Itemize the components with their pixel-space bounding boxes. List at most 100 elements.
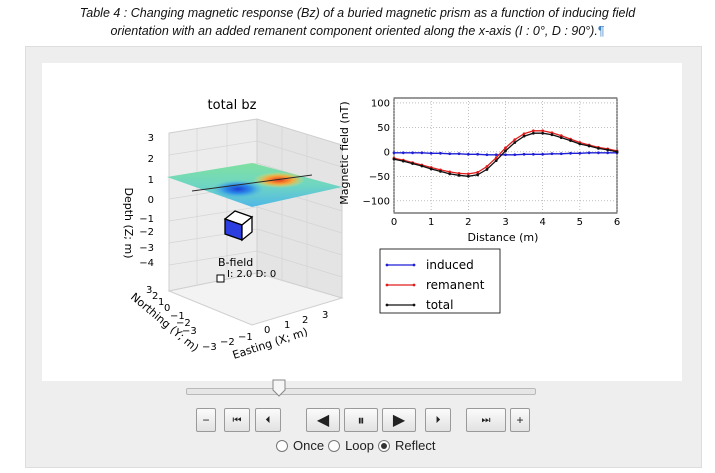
series-point-remanent	[448, 170, 452, 174]
series-point-induced	[578, 151, 582, 155]
reverse-play-button[interactable]: ◀	[306, 408, 340, 432]
radio-once[interactable]	[276, 439, 288, 452]
play-icon: ▶	[392, 412, 406, 429]
radio-loop[interactable]	[328, 439, 341, 452]
series-point-induced	[466, 152, 470, 156]
series-point-total	[494, 159, 498, 163]
bfield-label: B-field	[218, 256, 253, 269]
series-point-induced	[494, 153, 498, 157]
figure-svg: total bz	[122, 97, 620, 362]
play-button[interactable]: ▶	[382, 408, 416, 432]
svg-text:−2: −2	[176, 318, 191, 329]
series-point-total	[606, 148, 610, 152]
pause-button[interactable]: ⏸	[344, 408, 378, 432]
previous-frame-button[interactable]: ⏴	[255, 408, 281, 432]
chart-y-tick-label: 50	[377, 123, 390, 134]
series-point-total	[615, 150, 619, 154]
svg-text:3: 3	[322, 310, 328, 321]
series-point-induced	[448, 152, 452, 156]
first-frame-button[interactable]: ⏮	[224, 408, 250, 432]
legend-marker-remanent	[412, 283, 416, 287]
reverse-icon: ◀	[316, 412, 330, 429]
chart-y-label: Magnetic field (nT)	[338, 101, 351, 204]
skip-last-icon: ⏭	[481, 414, 491, 426]
series-point-induced	[569, 151, 572, 155]
increase-speed-button[interactable]: +	[510, 408, 530, 432]
series-point-remanent	[550, 131, 554, 135]
legend-marker-remanent	[385, 283, 389, 287]
legend-marker-induced	[385, 263, 389, 267]
series-point-total	[559, 136, 563, 140]
pilcrow-icon: ¶	[597, 24, 605, 38]
plot3d-x-ticks: −3 −2 −1 0 1 2 3	[202, 310, 328, 353]
series-point-induced	[513, 153, 517, 157]
figure-area: total bz	[42, 63, 682, 381]
series-point-total	[476, 173, 480, 177]
chart-x-tick-label: 6	[614, 217, 620, 228]
series-point-total	[466, 174, 470, 178]
chart-x-tick-label: 4	[539, 217, 545, 228]
series-point-total	[457, 173, 461, 177]
mode-reflect-option[interactable]: Reflect	[378, 438, 435, 453]
legend-label-remanent: remanent	[426, 278, 485, 292]
svg-text:−1: −1	[170, 311, 185, 322]
series-point-total	[569, 139, 572, 142]
frame-slider-track[interactable]	[186, 388, 536, 395]
series-point-induced	[485, 153, 489, 157]
svg-text:2: 2	[152, 291, 158, 302]
series-point-induced	[550, 152, 554, 156]
step-back-icon: ⏴	[265, 414, 271, 426]
series-point-remanent	[457, 171, 461, 175]
profile-chart: 0 1 2 3 4 5 6 100 50 0 −50 −100	[363, 97, 620, 228]
mode-once-option[interactable]: Once	[276, 438, 324, 453]
series-point-induced	[504, 153, 507, 157]
svg-text:−2: −2	[220, 337, 235, 348]
mode-once-label: Once	[293, 438, 325, 453]
legend-label-total: total	[426, 298, 453, 312]
series-point-total	[550, 133, 554, 137]
mode-reflect-label: Reflect	[395, 438, 436, 453]
series-point-remanent	[476, 170, 480, 174]
series-point-total	[439, 170, 442, 173]
next-frame-button[interactable]: ⏵	[425, 408, 451, 432]
series-point-induced	[429, 151, 433, 155]
legend-marker-induced	[412, 263, 416, 267]
svg-text:1: 1	[284, 320, 290, 331]
svg-text:2: 2	[148, 154, 154, 165]
plot3d-negative-anomaly	[212, 180, 264, 198]
series-point-total	[597, 147, 600, 150]
series-point-remanent	[513, 138, 517, 141]
chart-x-tick-label: 5	[577, 217, 583, 228]
svg-text:−2: −2	[139, 227, 154, 238]
svg-text:0: 0	[264, 325, 270, 336]
series-point-remanent	[559, 134, 563, 138]
series-point-total	[587, 144, 591, 148]
series-point-induced	[587, 151, 591, 155]
series-point-total	[392, 157, 396, 161]
svg-text:−1: −1	[238, 332, 253, 343]
plot3d-positive-anomaly	[253, 172, 305, 188]
last-frame-button[interactable]: ⏭	[466, 408, 506, 432]
series-point-total	[578, 142, 582, 146]
series-point-total	[429, 167, 433, 171]
series-point-remanent	[466, 172, 470, 176]
svg-text:−3: −3	[182, 326, 197, 337]
series-point-total	[485, 168, 489, 171]
series-point-induced	[522, 152, 526, 156]
mode-loop-option[interactable]: Loop	[328, 438, 374, 453]
radio-reflect[interactable]	[378, 439, 390, 452]
pause-icon: ⏸	[357, 411, 365, 428]
series-point-induced	[401, 151, 405, 155]
series-point-induced	[559, 152, 563, 156]
legend-label-induced: induced	[426, 258, 474, 272]
series-point-total	[504, 149, 507, 153]
plot3d-title: total bz	[208, 98, 257, 113]
svg-text:1: 1	[148, 175, 154, 186]
series-point-induced	[411, 151, 414, 155]
figure-caption: Table 4 : Changing magnetic response (Bz…	[0, 4, 715, 40]
decrease-speed-button[interactable]: −	[196, 408, 216, 432]
frame-slider-handle[interactable]	[272, 379, 286, 397]
series-point-remanent	[522, 132, 526, 136]
svg-text:−4: −4	[139, 258, 154, 269]
svg-text:3: 3	[148, 133, 154, 144]
